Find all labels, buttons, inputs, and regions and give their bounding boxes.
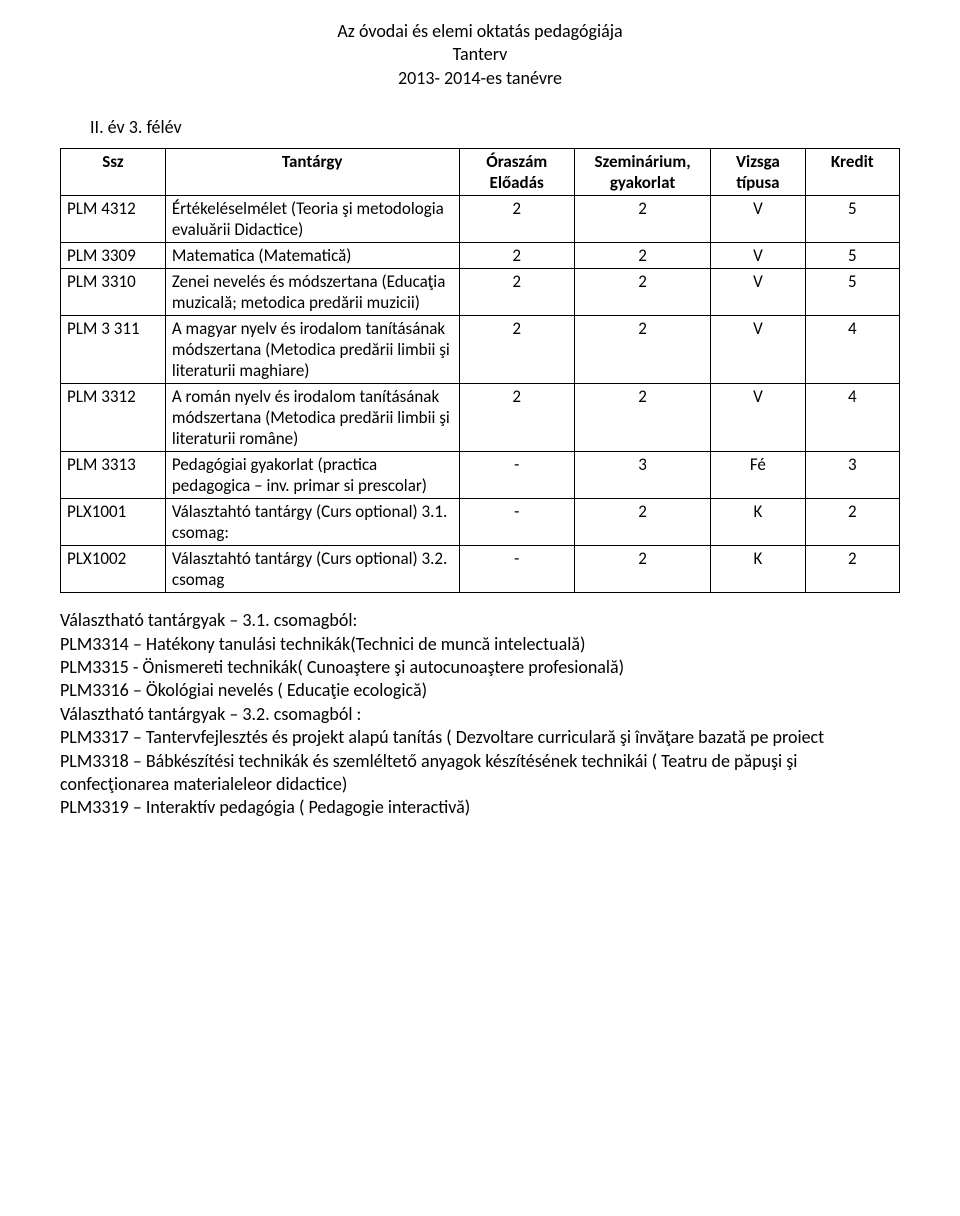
cell-oraszam: 2	[459, 384, 574, 452]
cell-kredit: 2	[805, 499, 899, 546]
cell-vizsga: V	[711, 196, 805, 243]
cell-subject: Választahtó tantárgy (Curs optional) 3.2…	[165, 546, 459, 593]
cell-szeminarium: 2	[574, 546, 710, 593]
cell-vizsga: Fé	[711, 452, 805, 499]
note-line: PLM3316 – Ökológiai nevelés ( Educaţie e…	[60, 679, 900, 702]
cell-oraszam: 2	[459, 243, 574, 269]
cell-szeminarium: 2	[574, 196, 710, 243]
cell-szeminarium: 2	[574, 499, 710, 546]
cell-vizsga: K	[711, 546, 805, 593]
cell-kredit: 3	[805, 452, 899, 499]
cell-subject: Matematica (Matematică)	[165, 243, 459, 269]
cell-oraszam: 2	[459, 269, 574, 316]
cell-ssz: PLM 3312	[61, 384, 166, 452]
cell-subject: A magyar nyelv és irodalom tanításának m…	[165, 316, 459, 384]
table-row: PLX1001Választahtó tantárgy (Curs option…	[61, 499, 900, 546]
col-header-ssz: Ssz	[61, 149, 166, 196]
cell-kredit: 5	[805, 269, 899, 316]
cell-subject: Zenei nevelés és módszertana (Educaţia m…	[165, 269, 459, 316]
cell-ssz: PLM 4312	[61, 196, 166, 243]
cell-szeminarium: 2	[574, 269, 710, 316]
col-header-szeminarium-l1: Szeminárium,	[581, 151, 704, 172]
cell-oraszam: 2	[459, 196, 574, 243]
table-body: PLM 4312Értékeléselmélet (Teoria şi meto…	[61, 196, 900, 593]
cell-ssz: PLM 3313	[61, 452, 166, 499]
table-row: PLM 4312Értékeléselmélet (Teoria şi meto…	[61, 196, 900, 243]
note-line: PLM3314 – Hatékony tanulási technikák(Te…	[60, 633, 900, 656]
header-line-3: 2013- 2014-es tanévre	[60, 67, 900, 90]
note-line: PLM3319 – Interaktív pedagógia ( Pedagog…	[60, 796, 900, 819]
cell-ssz: PLX1001	[61, 499, 166, 546]
table-row: PLM 3313Pedagógiai gyakorlat (practica p…	[61, 452, 900, 499]
cell-vizsga: V	[711, 316, 805, 384]
curriculum-table: Ssz Tantárgy Óraszám Előadás Szeminárium…	[60, 148, 900, 593]
col-header-oraszam-l2: Előadás	[466, 172, 568, 193]
table-row: PLM 3309Matematica (Matematică)22V5	[61, 243, 900, 269]
table-row: PLM 3312A román nyelv és irodalom tanítá…	[61, 384, 900, 452]
semester-label: II. év 3. félév	[90, 116, 900, 138]
cell-vizsga: K	[711, 499, 805, 546]
cell-szeminarium: 3	[574, 452, 710, 499]
table-header-row: Ssz Tantárgy Óraszám Előadás Szeminárium…	[61, 149, 900, 196]
col-header-oraszam: Óraszám Előadás	[459, 149, 574, 196]
col-header-vizsga-l1: Vizsga	[717, 151, 798, 172]
table-row: PLX1002Választahtó tantárgy (Curs option…	[61, 546, 900, 593]
col-header-vizsga-l2: típusa	[717, 172, 798, 193]
cell-oraszam: -	[459, 546, 574, 593]
cell-oraszam: -	[459, 499, 574, 546]
page-root: Az óvodai és elemi oktatás pedagógiája T…	[0, 0, 960, 1216]
cell-vizsga: V	[711, 269, 805, 316]
cell-szeminarium: 2	[574, 243, 710, 269]
cell-ssz: PLX1002	[61, 546, 166, 593]
col-header-vizsga: Vizsga típusa	[711, 149, 805, 196]
col-header-kredit: Kredit	[805, 149, 899, 196]
col-header-oraszam-l1: Óraszám	[466, 151, 568, 172]
cell-kredit: 5	[805, 196, 899, 243]
note-line: PLM3317 – Tantervfejlesztés és projekt a…	[60, 726, 900, 749]
col-header-subject: Tantárgy	[165, 149, 459, 196]
table-row: PLM 3 311A magyar nyelv és irodalom taní…	[61, 316, 900, 384]
cell-szeminarium: 2	[574, 384, 710, 452]
note-line: Választható tantárgyak – 3.1. csomagból:	[60, 609, 900, 632]
table-row: PLM 3310Zenei nevelés és módszertana (Ed…	[61, 269, 900, 316]
cell-kredit: 2	[805, 546, 899, 593]
note-line: PLM3318 – Bábkészítési technikák és szem…	[60, 750, 900, 797]
cell-kredit: 5	[805, 243, 899, 269]
cell-kredit: 4	[805, 316, 899, 384]
header-line-1: Az óvodai és elemi oktatás pedagógiája	[60, 20, 900, 43]
cell-subject: A román nyelv és irodalom tanításának mó…	[165, 384, 459, 452]
cell-kredit: 4	[805, 384, 899, 452]
col-header-szeminarium-l2: gyakorlat	[581, 172, 704, 193]
note-line: PLM3315 - Önismereti technikák( Cunoaşte…	[60, 656, 900, 679]
cell-vizsga: V	[711, 243, 805, 269]
col-header-szeminarium: Szeminárium, gyakorlat	[574, 149, 710, 196]
cell-ssz: PLM 3309	[61, 243, 166, 269]
cell-oraszam: -	[459, 452, 574, 499]
cell-subject: Pedagógiai gyakorlat (practica pedagogic…	[165, 452, 459, 499]
cell-szeminarium: 2	[574, 316, 710, 384]
cell-subject: Választahtó tantárgy (Curs optional) 3.1…	[165, 499, 459, 546]
notes-block: Választható tantárgyak – 3.1. csomagból:…	[60, 609, 900, 820]
cell-vizsga: V	[711, 384, 805, 452]
note-line: Választható tantárgyak – 3.2. csomagból …	[60, 703, 900, 726]
cell-subject: Értékeléselmélet (Teoria şi metodologia …	[165, 196, 459, 243]
header-line-2: Tanterv	[60, 43, 900, 66]
cell-oraszam: 2	[459, 316, 574, 384]
cell-ssz: PLM 3310	[61, 269, 166, 316]
document-header: Az óvodai és elemi oktatás pedagógiája T…	[60, 20, 900, 90]
cell-ssz: PLM 3 311	[61, 316, 166, 384]
